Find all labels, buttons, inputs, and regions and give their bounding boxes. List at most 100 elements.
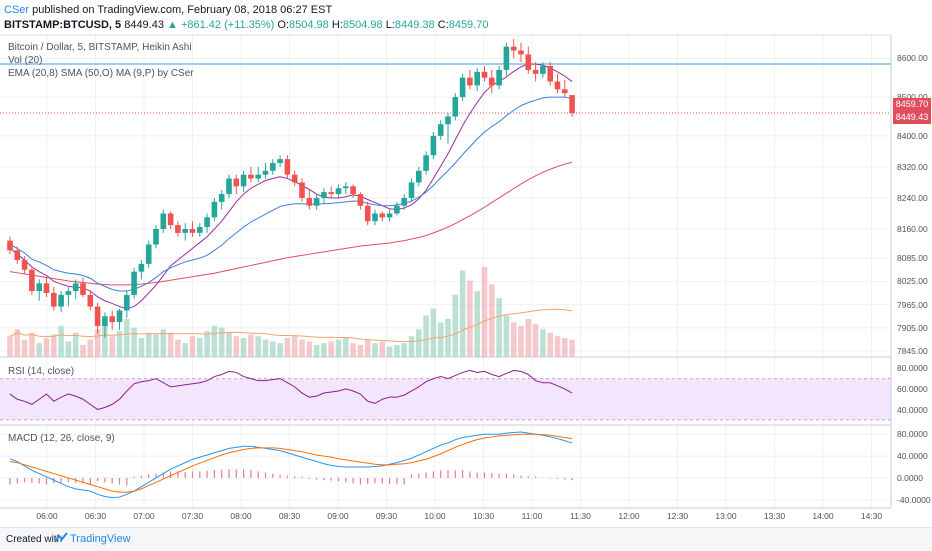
candle-body [80, 283, 86, 295]
price-axis-label: 7905.00 [897, 322, 928, 333]
ma-line [9, 63, 573, 310]
candle-body [540, 66, 546, 74]
rsi-band [0, 378, 891, 420]
volume-bar [160, 329, 167, 357]
time-axis-label: 06:30 [84, 511, 107, 521]
volume-bar [401, 343, 407, 357]
volume-bar [408, 336, 415, 357]
volume-bar [182, 343, 188, 357]
chart-canvas[interactable] [0, 0, 932, 527]
tradingview-brand[interactable]: TradingView [70, 533, 131, 545]
time-axis-label: 07:00 [133, 511, 155, 521]
volume-bar [29, 332, 35, 357]
candle-body [58, 294, 64, 307]
time-axis-label: 14:30 [860, 511, 883, 521]
candle-body [306, 197, 313, 206]
volume-bar [518, 325, 524, 357]
low-value: 8449.38 [394, 19, 435, 31]
last-price: 8449.43 [124, 19, 164, 31]
candle-body [379, 213, 386, 218]
time-axis-label: 10:30 [472, 511, 495, 521]
low-label: L: [385, 19, 395, 31]
time-axis-label: 09:30 [375, 511, 398, 521]
candle-body [569, 95, 575, 113]
candle-body [109, 316, 115, 323]
candle-body [532, 69, 539, 74]
high-value: 8504.98 [342, 19, 383, 31]
time-axis-label: 06:00 [36, 511, 58, 521]
last-price-tag: 8449.43 [893, 111, 931, 124]
candle-body [496, 69, 502, 86]
candle-body [554, 81, 561, 90]
time-axis-label: 12:00 [618, 511, 640, 521]
volume-bar [248, 334, 254, 357]
volume-bar [14, 329, 21, 357]
rsi-legend: RSI (14, close) [8, 366, 75, 377]
volume-bar [270, 341, 276, 357]
volume-bar [197, 337, 203, 357]
price-axis-label: 8085.00 [897, 253, 928, 264]
candle-body [233, 178, 240, 187]
candle-body [525, 54, 532, 70]
volume-bar [284, 337, 291, 357]
candle-body [386, 213, 393, 218]
volume-bar [204, 331, 210, 357]
candle-body [408, 182, 415, 198]
publish-header: CSer published on TradingView.com, Febru… [4, 4, 332, 16]
volume-bar [525, 318, 532, 357]
open-label: O: [277, 19, 290, 31]
macd-axis-label: 0.0000 [897, 472, 923, 483]
candle-body [313, 197, 320, 206]
macd-axis-label: -40.0000 [897, 494, 931, 505]
macd-axis-label: 80.0000 [897, 429, 928, 440]
volume-bar [467, 280, 473, 357]
volume-bar [262, 339, 269, 357]
volume-bar [532, 324, 539, 357]
volume-ma-line [9, 308, 573, 343]
candle-body [124, 294, 130, 311]
candle-body [335, 188, 342, 195]
candle-body [452, 97, 459, 117]
time-axis-label: 10:00 [424, 511, 446, 521]
close-value: 8459.70 [448, 19, 489, 31]
footer: Created with TradingView [0, 527, 932, 551]
candle-body [131, 271, 137, 295]
candle-body [211, 201, 218, 218]
open-value: 8504.98 [289, 19, 329, 31]
candle-body [87, 294, 94, 307]
volume-bar [87, 339, 94, 357]
volume-bar [503, 315, 510, 357]
volume-bar [343, 337, 349, 357]
candle-body [102, 316, 108, 326]
candle-body [29, 269, 35, 292]
candle-body [394, 205, 400, 214]
volume-bar [277, 343, 283, 357]
volume-bar [7, 336, 13, 357]
candle-body [36, 283, 42, 292]
candle-body [94, 306, 101, 326]
candle-body [343, 186, 349, 189]
candle-body [175, 225, 181, 233]
volume-bar [437, 322, 444, 357]
candle-body [248, 174, 254, 179]
symbol-name: BITSTAMP:BTCUSD, 5 [4, 19, 122, 31]
candle-body [299, 182, 305, 198]
volume-bar [218, 327, 225, 357]
sma-line [9, 161, 573, 286]
volume-bar [167, 332, 174, 357]
ema-legend: EMA (20,8) SMA (50,O) MA (9,P) by CSer [8, 68, 194, 79]
price-axis-label: 7965.00 [897, 299, 928, 310]
volume-legend: Vol (20) [8, 55, 43, 66]
candle-body [518, 50, 524, 55]
volume-bar [255, 336, 261, 357]
candle-body [481, 71, 488, 78]
volume-bar [328, 341, 334, 357]
price-change: ▲ +861.42 (+11.35%) [167, 19, 275, 31]
candle-body [467, 77, 473, 86]
author-link[interactable]: CSer [4, 4, 30, 16]
volume-bar [481, 267, 488, 357]
candle-body [445, 116, 451, 125]
candle-body [197, 227, 203, 233]
candle-body [364, 205, 371, 222]
volume-bar [299, 339, 305, 357]
